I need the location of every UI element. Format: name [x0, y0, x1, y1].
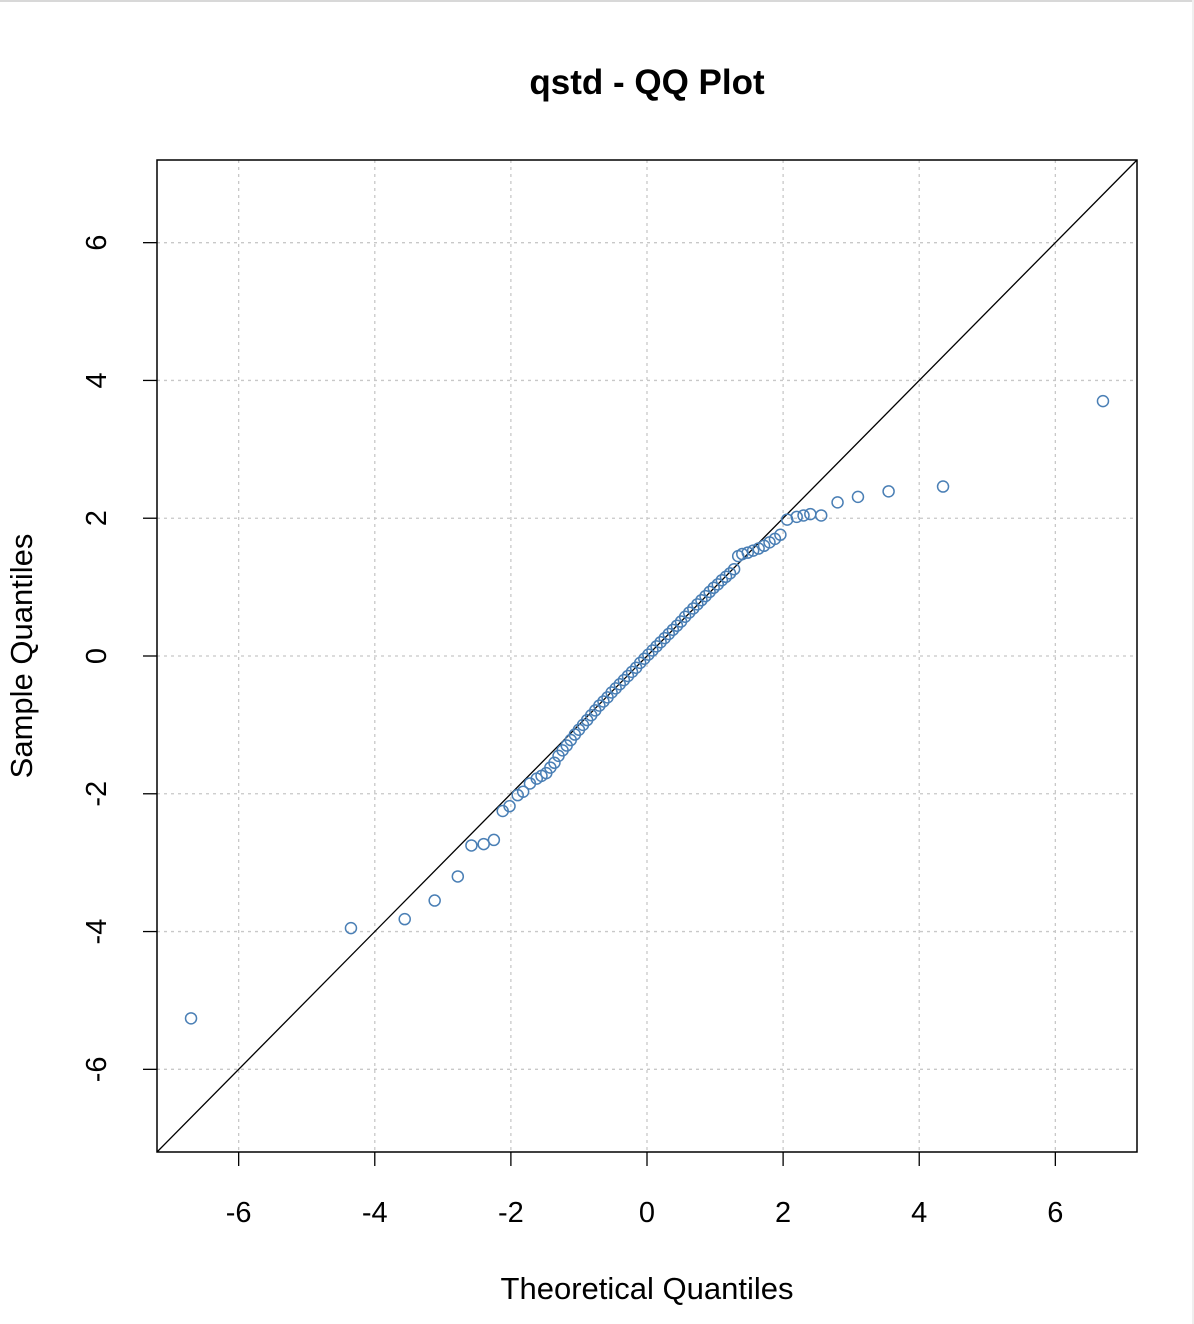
data-point — [936, 480, 950, 493]
data-point — [662, 627, 676, 641]
data-point — [658, 631, 671, 645]
data-point — [642, 648, 655, 661]
data-point — [666, 623, 680, 637]
y-tick-label: 6 — [81, 235, 113, 251]
data-point — [670, 619, 684, 632]
data-point — [503, 799, 516, 813]
data-point — [465, 839, 478, 852]
data-point — [831, 496, 844, 509]
x-tick-label: -6 — [226, 1197, 252, 1229]
x-tick-label: 4 — [911, 1197, 927, 1229]
data-point — [746, 544, 760, 557]
data-point — [727, 562, 741, 576]
data-point — [814, 509, 828, 522]
top-border — [0, 0, 1194, 2]
data-point — [344, 921, 358, 935]
data-point — [398, 912, 411, 926]
data-points — [184, 394, 1110, 1025]
chart-title: qstd - QQ Plot — [529, 63, 765, 102]
data-point — [1096, 394, 1110, 408]
data-point — [605, 686, 618, 699]
reference-line — [156, 159, 1138, 1153]
data-point — [851, 490, 865, 504]
x-axis: -6 -4 -2 0 2 4 6 — [226, 1152, 1063, 1229]
data-point — [477, 837, 490, 851]
data-point — [682, 606, 696, 619]
data-point — [609, 682, 622, 695]
data-point — [621, 669, 635, 683]
data-point — [741, 546, 754, 559]
y-axis: -6 -4 -2 0 2 4 6 — [81, 235, 157, 1082]
data-point — [548, 756, 561, 770]
data-point — [625, 665, 639, 679]
x-tick-label: 6 — [1047, 1197, 1063, 1229]
x-tick-label: -4 — [362, 1197, 388, 1229]
data-point — [790, 510, 803, 524]
data-point — [719, 570, 733, 584]
data-point — [451, 870, 465, 883]
data-point — [687, 602, 700, 615]
x-tick-label: 0 — [639, 1197, 655, 1229]
data-point — [723, 567, 737, 580]
data-point — [650, 640, 663, 653]
data-point — [638, 652, 651, 666]
data-point — [715, 573, 729, 587]
y-tick-label: 4 — [81, 372, 113, 388]
data-point — [882, 485, 895, 498]
data-point — [711, 578, 725, 591]
y-tick-label: 2 — [81, 510, 113, 526]
data-point — [654, 635, 667, 649]
data-point — [678, 610, 692, 623]
x-axis-title: Theoretical Quantiles — [501, 1271, 794, 1306]
data-point — [613, 677, 627, 691]
data-point — [736, 547, 749, 561]
data-point — [646, 644, 659, 657]
y-tick-label: 0 — [81, 648, 113, 664]
data-point — [617, 673, 631, 687]
data-point — [797, 509, 810, 522]
y-tick-label: -4 — [81, 919, 113, 945]
y-tick-label: -6 — [81, 1056, 113, 1082]
data-point — [516, 785, 530, 798]
data-point — [593, 699, 606, 712]
y-axis-title: Sample Quantiles — [4, 534, 39, 779]
x-tick-label: 2 — [775, 1197, 791, 1229]
data-point — [691, 598, 704, 611]
data-point — [184, 1012, 198, 1025]
data-point — [707, 581, 720, 595]
reference-line-group — [156, 159, 1138, 1153]
y-tick-label: -2 — [81, 781, 113, 807]
data-point — [597, 695, 610, 708]
data-point — [428, 894, 441, 907]
data-point — [699, 589, 712, 603]
data-point — [633, 656, 647, 670]
right-border — [1192, 0, 1194, 1324]
x-tick-label: -2 — [498, 1197, 524, 1229]
data-point — [774, 528, 787, 542]
data-point — [487, 833, 501, 847]
data-point — [695, 593, 708, 607]
data-point — [703, 585, 716, 599]
